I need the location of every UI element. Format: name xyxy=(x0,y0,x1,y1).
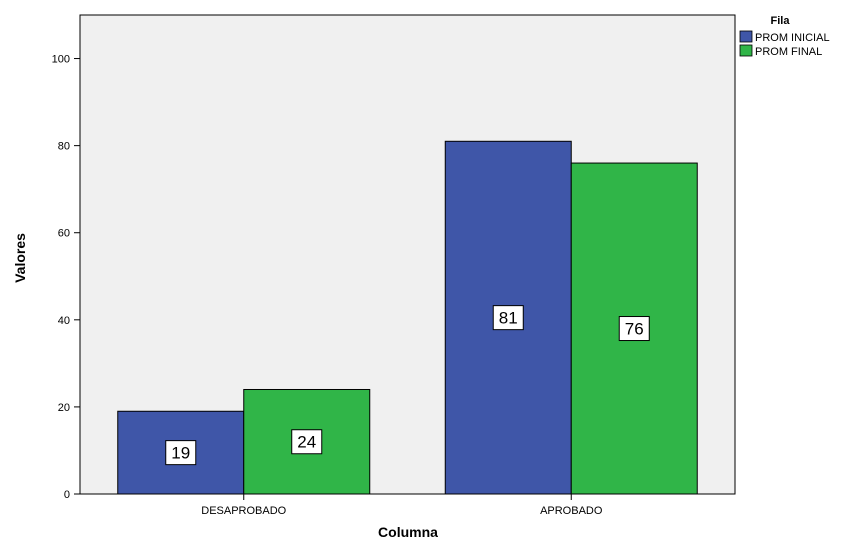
y-tick-label: 80 xyxy=(58,141,70,153)
legend-label-prom-final: PROM FINAL xyxy=(755,46,822,58)
y-axis: 0 20 40 60 80 100 xyxy=(52,54,80,501)
legend: Fila PROM INICIAL PROM FINAL xyxy=(739,15,830,58)
data-label-prom-inicial-aprobado: 81 xyxy=(499,309,518,328)
data-label-prom-final-desaprobado: 24 xyxy=(297,433,316,452)
x-tick-label-desaprobado: DESAPROBADO xyxy=(201,505,286,517)
x-axis: DESAPROBADO APROBADO xyxy=(201,494,603,517)
y-tick-label: 0 xyxy=(64,489,70,501)
data-labels-group: 19 24 81 76 xyxy=(165,305,650,466)
y-axis-title: Valores xyxy=(12,233,28,283)
data-label-box xyxy=(618,316,650,342)
data-label-prom-inicial-desaprobado: 19 xyxy=(171,444,190,463)
x-tick-label-aprobado: APROBADO xyxy=(540,505,603,517)
legend-label-prom-inicial: PROM INICIAL xyxy=(755,32,830,44)
legend-swatch-prom-final xyxy=(739,44,753,57)
data-label-box xyxy=(165,440,197,466)
data-label-prom-final-aprobado: 76 xyxy=(625,320,644,339)
data-label-box xyxy=(291,429,323,455)
y-tick-label: 20 xyxy=(58,402,70,414)
y-tick-label: 100 xyxy=(52,54,70,66)
legend-swatch-prom-inicial xyxy=(739,30,753,43)
legend-title: Fila xyxy=(771,15,791,27)
y-tick-label: 60 xyxy=(58,228,70,240)
data-label-box xyxy=(492,305,524,331)
x-axis-title: Columna xyxy=(378,524,438,540)
y-tick-label: 40 xyxy=(58,315,70,327)
